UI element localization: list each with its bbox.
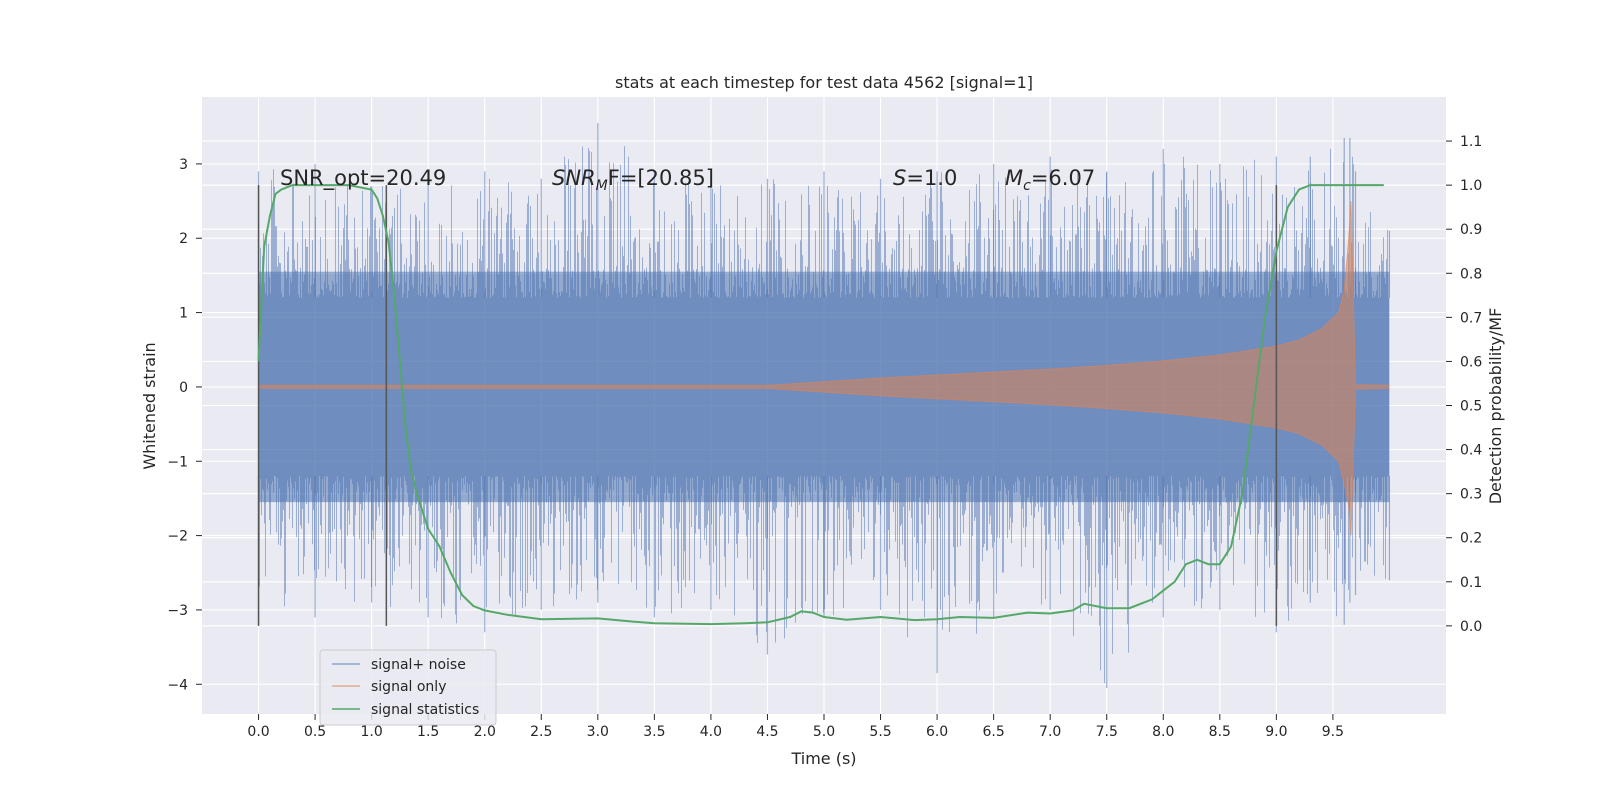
x-tick-label-6: 3.0	[587, 724, 609, 740]
y-left-axis-ticks: 3 2 1 0 −1 −2 −3 −4	[167, 157, 202, 693]
annotation-snr-mf-var: SNR	[552, 166, 596, 190]
y-right-tick-label-4: 0.7	[1460, 310, 1482, 326]
y-left-tick-label-5: −2	[167, 529, 188, 545]
x-tick-label-1: 0.5	[304, 724, 326, 740]
y-right-tick-label-0: 1.1	[1460, 134, 1482, 150]
annotation-mc-value: =6.07	[1031, 166, 1095, 190]
annotation-snr-mf-sub: M	[596, 178, 608, 194]
y-right-tick-label-5: 0.6	[1460, 354, 1482, 370]
y-right-axis-ticks: 1.1 1.0 0.9 0.8 0.7 0.6 0.5 0.4 0.3 0.2 0.1 0.0	[1446, 134, 1482, 635]
annotation-s-var: S	[893, 166, 906, 190]
series-signal-only	[258, 201, 1390, 536]
legend: signal+ noise signal only signal statist…	[319, 649, 497, 726]
y-right-axis-label: Detection probability/MF	[1486, 308, 1505, 505]
legend-label-signal-statistics: signal statistics	[371, 702, 479, 718]
signal-only-line-lower	[258, 387, 1390, 536]
y-right-tick-label-6: 0.5	[1460, 399, 1482, 415]
y-right-tick-label-8: 0.3	[1460, 487, 1482, 503]
x-tick-label-8: 4.0	[700, 724, 722, 740]
y-left-tick-label-1: 2	[179, 231, 188, 247]
x-tick-label-2: 1.0	[361, 724, 383, 740]
annotation-s: S=1.0	[893, 166, 957, 190]
x-tick-label-12: 6.0	[926, 724, 948, 740]
y-left-tick-label-7: −4	[167, 677, 188, 693]
x-tick-label-4: 2.0	[474, 724, 496, 740]
y-right-tick-label-7: 0.4	[1460, 443, 1482, 459]
x-tick-label-9: 4.5	[756, 724, 778, 740]
y-left-tick-label-0: 3	[179, 157, 188, 173]
x-tick-label-15: 7.5	[1096, 724, 1118, 740]
legend-label-signal-noise: signal+ noise	[371, 657, 466, 673]
vertical-markers	[257, 185, 1278, 626]
y-left-tick-label-4: −1	[167, 454, 188, 470]
x-tick-label-11: 5.5	[869, 724, 891, 740]
y-left-axis-label: Whitened strain	[140, 342, 159, 469]
x-tick-label-7: 3.5	[643, 724, 665, 740]
y-right-tick-label-2: 0.9	[1460, 222, 1482, 238]
x-axis-ticks: 0.0 0.5 1.0 1.5 2.0 2.5 3.0 3.5 4.0 4.5 5.0 5.5 6.0 6…	[247, 714, 1344, 740]
x-tick-label-17: 8.5	[1209, 724, 1231, 740]
annotation-snr-mf-value: F=[20.85]	[608, 166, 714, 190]
signal-only-line	[258, 201, 1390, 386]
y-right-tick-label-1: 1.0	[1460, 178, 1482, 194]
y-left-tick-label-3: 0	[179, 380, 188, 396]
x-tick-label-10: 5.0	[813, 724, 835, 740]
annotation-snr-mf: SNRMF=[20.85]	[552, 166, 714, 194]
annotation-mc: Mc=6.07	[1005, 166, 1095, 194]
annotation-s-value: =1.0	[906, 166, 957, 190]
x-tick-label-18: 9.0	[1265, 724, 1287, 740]
y-left-tick-label-6: −3	[167, 603, 188, 619]
signal-only-fill	[258, 201, 1390, 536]
x-tick-label-19: 9.5	[1322, 724, 1344, 740]
annotations: SNR_opt=20.49 SNRMF=[20.85] S=1.0 Mc=6.0…	[280, 166, 1095, 194]
annotation-mc-sub: c	[1023, 178, 1031, 194]
legend-box	[319, 649, 497, 726]
y-left-tick-label-2: 1	[179, 306, 188, 322]
y-right-tick-label-9: 0.2	[1460, 531, 1482, 547]
x-tick-label-14: 7.0	[1039, 724, 1061, 740]
y-right-tick-label-10: 0.1	[1460, 575, 1482, 591]
annotation-mc-var: M	[1005, 166, 1023, 190]
series-signal-statistics	[257, 184, 1384, 626]
x-tick-label-3: 1.5	[417, 724, 439, 740]
y-right-tick-label-11: 0.0	[1460, 619, 1482, 635]
annotation-snr-opt: SNR_opt=20.49	[280, 166, 446, 191]
legend-label-signal-only: signal only	[371, 679, 446, 695]
x-tick-label-16: 8.0	[1152, 724, 1174, 740]
x-tick-label-5: 2.5	[530, 724, 552, 740]
signal-statistics-line	[257, 184, 1384, 626]
x-tick-label-0: 0.0	[247, 724, 269, 740]
chart-title: stats at each timestep for test data 456…	[615, 73, 1033, 92]
x-tick-label-13: 6.5	[983, 724, 1005, 740]
x-axis-label: Time (s)	[790, 749, 856, 768]
y-right-tick-label-3: 0.8	[1460, 266, 1482, 282]
